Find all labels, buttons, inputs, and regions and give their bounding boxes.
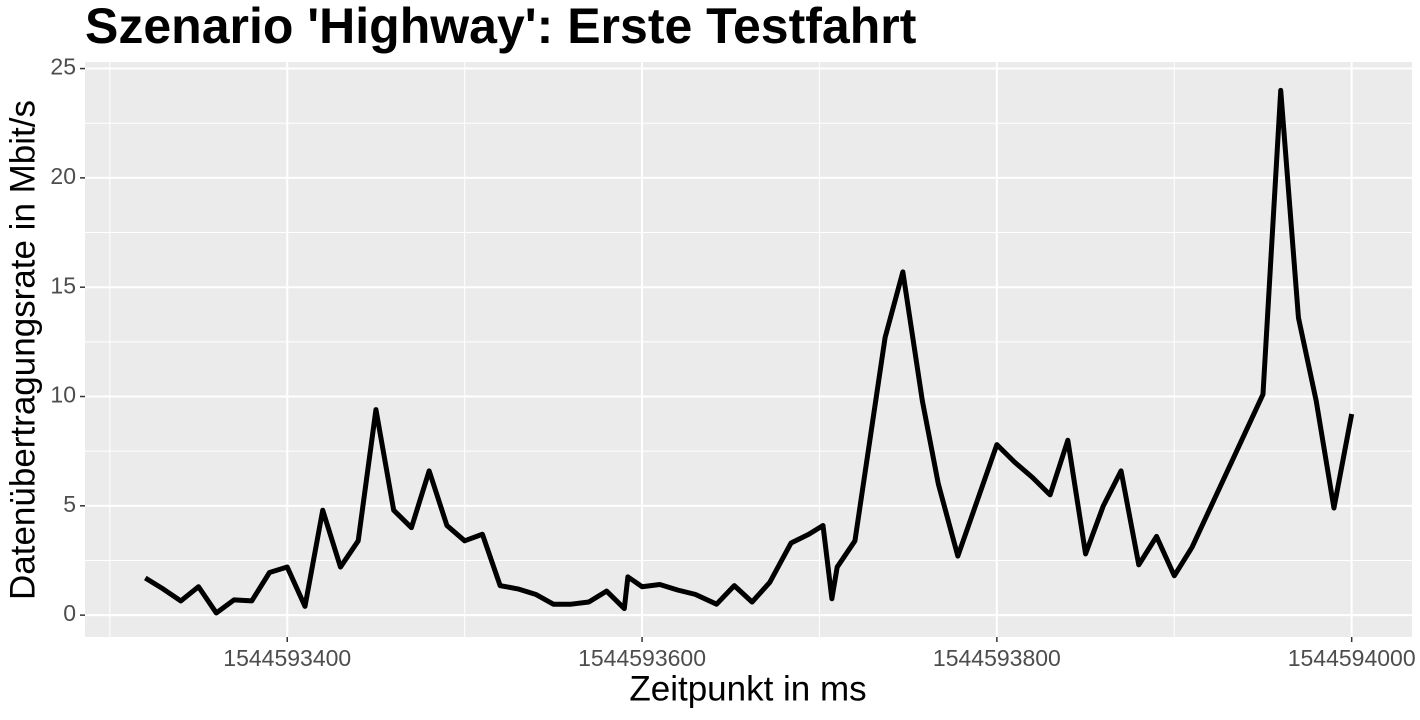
x-tick-label: 1544593600 bbox=[578, 645, 706, 671]
y-axis-label: Datenübertragungsrate in Mbit/s bbox=[3, 100, 42, 600]
y-tick-label: 25 bbox=[50, 54, 76, 80]
y-tick-label: 5 bbox=[63, 491, 76, 517]
x-tick-label: 1544594000 bbox=[1288, 645, 1416, 671]
x-tick-label: 1544593800 bbox=[933, 645, 1061, 671]
plot-panel bbox=[85, 62, 1412, 637]
y-tick-label: 0 bbox=[63, 600, 76, 626]
y-tick-label: 20 bbox=[50, 163, 76, 189]
data-line bbox=[144, 87, 1355, 616]
chart-title: Szenario 'Highway': Erste Testfahrt bbox=[85, 0, 917, 54]
y-tick-label: 10 bbox=[50, 382, 76, 408]
y-tick-label: 15 bbox=[50, 272, 76, 298]
x-axis-label: Zeitpunkt in ms bbox=[629, 669, 866, 708]
x-tick-label: 1544593400 bbox=[223, 645, 351, 671]
